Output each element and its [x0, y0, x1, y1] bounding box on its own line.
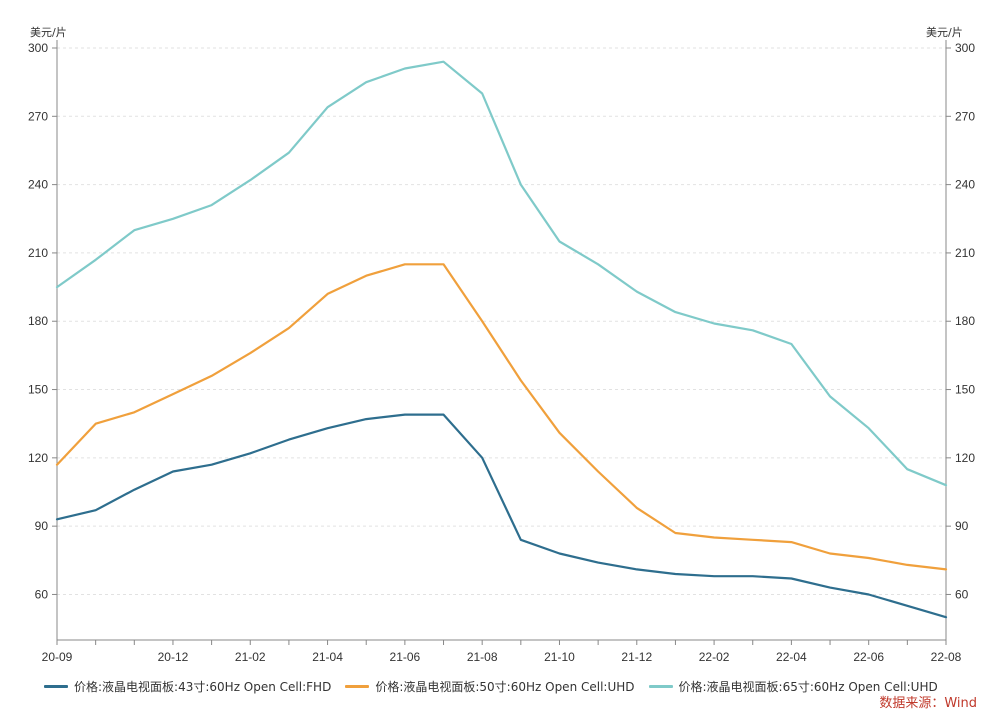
y-tick-label-left: 150: [28, 383, 48, 397]
legend-label-43: 价格:液晶电视面板:43寸:60Hz Open Cell:FHD: [74, 679, 332, 694]
x-tick-label: 20-12: [158, 650, 189, 664]
y-tick-label-left: 270: [28, 109, 48, 123]
legend-swatch-50: [345, 684, 370, 688]
y-tick-label-right: 60: [955, 587, 969, 601]
series-lines: [55, 60, 948, 619]
y-tick-label-left: 120: [28, 451, 48, 465]
x-tick-label: 20-09: [42, 650, 73, 664]
x-axis-ticks: 20-09 20-12 21-02 21-04 21-06 21-08 21-10 21-12…: [42, 640, 962, 664]
series-line-1: [55, 263, 948, 571]
x-tick-label: 21-04: [312, 650, 343, 664]
x-tick-label: 21-06: [390, 650, 421, 664]
series-line-0: [55, 413, 948, 619]
y-tick-label-left: 180: [28, 314, 48, 328]
legend-item-50[interactable]: 价格:液晶电视面板:50寸:60Hz Open Cell:UHD: [345, 678, 635, 695]
y-axis-right-ticks: 60 90 120 150 180 210 240 270 300: [946, 41, 975, 601]
axes: [56, 40, 947, 641]
y-tick-label-right: 300: [955, 41, 975, 55]
source-note: 数据来源：Wind: [879, 696, 977, 711]
y-tick-label-right: 240: [955, 178, 975, 192]
x-tick-label: 22-06: [853, 650, 884, 664]
y-axis-left-ticks: 60 90 120 150 180 210 240 270 300: [28, 41, 57, 601]
y-tick-label-left: 240: [28, 178, 48, 192]
series-line-2: [55, 60, 948, 487]
y-tick-label-left: 60: [35, 587, 49, 601]
x-tick-label: 21-12: [621, 650, 652, 664]
legend-label-65: 价格:液晶电视面板:65寸:60Hz Open Cell:UHD: [678, 679, 938, 694]
y-tick-label-right: 180: [955, 314, 975, 328]
legend: 价格:液晶电视面板:43寸:60Hz Open Cell:FHD 价格:液晶电视…: [44, 676, 952, 696]
x-tick-label: 22-02: [699, 650, 730, 664]
x-tick-label: 22-08: [931, 650, 962, 664]
legend-swatch-43: [44, 684, 68, 688]
x-tick-label: 22-04: [776, 650, 807, 664]
legend-item-43[interactable]: 价格:液晶电视面板:43寸:60Hz Open Cell:FHD: [44, 678, 331, 695]
legend-label-50: 价格:液晶电视面板:50寸:60Hz Open Cell:UHD: [375, 679, 635, 694]
y-tick-label-left: 210: [28, 246, 48, 260]
line-chart: 美元/片 美元/片 60 90 120 150 180 210 240 270 300 60 90…: [28, 26, 975, 664]
y-tick-label-right: 150: [955, 383, 975, 397]
y-unit-right: 美元/片: [926, 26, 963, 39]
y-tick-label-right: 120: [955, 451, 975, 465]
y-tick-label-right: 90: [955, 519, 969, 533]
y-tick-label-left: 90: [35, 519, 49, 533]
x-tick-label: 21-02: [235, 650, 266, 664]
x-tick-label: 21-10: [544, 650, 575, 664]
legend-swatch-65: [648, 684, 673, 688]
legend-item-65[interactable]: 价格:液晶电视面板:65寸:60Hz Open Cell:UHD: [648, 678, 938, 695]
y-unit-left: 美元/片: [30, 26, 67, 39]
x-tick-label: 21-08: [467, 650, 498, 664]
y-tick-label-left: 300: [28, 41, 48, 55]
gridlines: [57, 47, 946, 595]
y-tick-label-right: 210: [955, 246, 975, 260]
y-tick-label-right: 270: [955, 109, 975, 123]
